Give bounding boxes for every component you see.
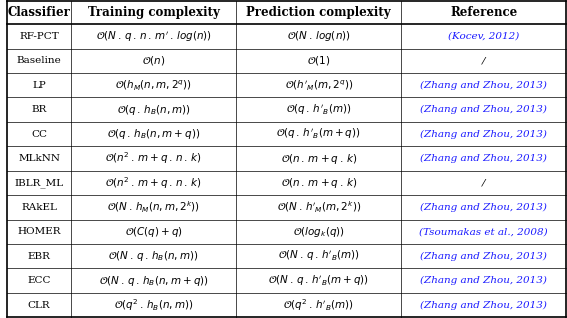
Text: $\mathcal{O}(q\, .\, h'_B(m))$: $\mathcal{O}(q\, .\, h'_B(m))$ [286, 102, 352, 117]
Text: ECC: ECC [27, 276, 51, 285]
Text: $\mathcal{O}(N\, .\, q\, .\, h_B(n,m))$: $\mathcal{O}(N\, .\, q\, .\, h_B(n,m))$ [108, 249, 199, 263]
Text: (Zhang and Zhou, 2013): (Zhang and Zhou, 2013) [420, 203, 547, 212]
Text: RF-PCT: RF-PCT [19, 32, 59, 41]
Text: $\mathcal{O}(1)$: $\mathcal{O}(1)$ [307, 54, 331, 67]
Text: (Zhang and Zhou, 2013): (Zhang and Zhou, 2013) [420, 129, 547, 139]
Text: $\mathcal{O}(n)$: $\mathcal{O}(n)$ [142, 54, 166, 67]
Text: (Zhang and Zhou, 2013): (Zhang and Zhou, 2013) [420, 301, 547, 310]
Text: HOMER: HOMER [17, 227, 61, 236]
Text: EBR: EBR [28, 252, 50, 261]
Text: (Tsoumakas et al., 2008): (Tsoumakas et al., 2008) [420, 227, 548, 236]
Text: /: / [482, 56, 485, 65]
Text: $\mathcal{O}(N\, .\, h_M(n,m,2^k))$: $\mathcal{O}(N\, .\, h_M(n,m,2^k))$ [107, 200, 200, 215]
Text: BR: BR [31, 105, 46, 114]
Text: $\mathcal{O}(q\, .\, h_B(n,m))$: $\mathcal{O}(q\, .\, h_B(n,m))$ [117, 103, 191, 117]
Text: IBLR_ML: IBLR_ML [15, 178, 64, 188]
Text: $\mathcal{O}(N\, .\, q\, .\, h'_B(m))$: $\mathcal{O}(N\, .\, q\, .\, h'_B(m))$ [278, 249, 359, 263]
Text: (Zhang and Zhou, 2013): (Zhang and Zhou, 2013) [420, 154, 547, 163]
Text: (Zhang and Zhou, 2013): (Zhang and Zhou, 2013) [420, 276, 547, 285]
Text: $\mathcal{O}(n\, .\, m + q\, .\, k)$: $\mathcal{O}(n\, .\, m + q\, .\, k)$ [281, 151, 357, 165]
Text: Baseline: Baseline [16, 56, 61, 65]
Text: (Zhang and Zhou, 2013): (Zhang and Zhou, 2013) [420, 105, 547, 114]
Text: $\mathcal{O}(N\, .\, q\, .\, h_B(n,m+q))$: $\mathcal{O}(N\, .\, q\, .\, h_B(n,m+q))… [99, 274, 209, 288]
Text: $\mathcal{O}(h_M(n,m,2^q))$: $\mathcal{O}(h_M(n,m,2^q))$ [115, 78, 192, 92]
Text: Prediction complexity: Prediction complexity [247, 6, 391, 19]
Text: CC: CC [31, 129, 47, 139]
Text: (Zhang and Zhou, 2013): (Zhang and Zhou, 2013) [420, 81, 547, 90]
Text: $\mathcal{O}(n^2\, .\, m + q\, .\, n\, .\, k)$: $\mathcal{O}(n^2\, .\, m + q\, .\, n\, .… [105, 151, 202, 166]
Text: $\mathcal{O}(N\, .\, q\, .\, n\, .\, m'\, .\, log(n))$: $\mathcal{O}(N\, .\, q\, .\, n\, .\, m'\… [96, 29, 211, 44]
Text: (Zhang and Zhou, 2013): (Zhang and Zhou, 2013) [420, 252, 547, 261]
Text: $\mathcal{O}(log_k(q))$: $\mathcal{O}(log_k(q))$ [293, 225, 345, 239]
Text: Classifier: Classifier [7, 6, 70, 19]
Text: $\mathcal{O}(n\, .\, m + q\, .\, k)$: $\mathcal{O}(n\, .\, m + q\, .\, k)$ [281, 176, 357, 190]
Text: $\mathcal{O}(q\, .\, h_B(n,m+q))$: $\mathcal{O}(q\, .\, h_B(n,m+q))$ [107, 127, 200, 141]
Text: MLkNN: MLkNN [18, 154, 60, 163]
Text: $\mathcal{O}(q^2\, .\, h_B(n,m))$: $\mathcal{O}(q^2\, .\, h_B(n,m))$ [114, 297, 193, 313]
Text: $\mathcal{O}(C(q) + q)$: $\mathcal{O}(C(q) + q)$ [125, 225, 183, 239]
Text: $\mathcal{O}(h'_M(m,2^q))$: $\mathcal{O}(h'_M(m,2^q))$ [285, 78, 353, 92]
Text: (Kocev, 2012): (Kocev, 2012) [448, 32, 519, 41]
Text: Reference: Reference [450, 6, 518, 19]
Text: $\mathcal{O}(N\, .\, log(n))$: $\mathcal{O}(N\, .\, log(n))$ [287, 29, 350, 43]
Text: LP: LP [32, 81, 46, 90]
Text: $\mathcal{O}(n^2\, .\, m + q\, .\, n\, .\, k)$: $\mathcal{O}(n^2\, .\, m + q\, .\, n\, .… [105, 175, 202, 191]
Text: $\mathcal{O}(q\, .\, h'_B(m+q))$: $\mathcal{O}(q\, .\, h'_B(m+q))$ [277, 127, 361, 141]
Text: RAkEL: RAkEL [21, 203, 57, 212]
Text: Training complexity: Training complexity [88, 6, 219, 19]
Text: CLR: CLR [28, 301, 50, 310]
Text: $\mathcal{O}(N\, .\, q\, .\, h'_B(m+q))$: $\mathcal{O}(N\, .\, q\, .\, h'_B(m+q))$ [268, 273, 369, 288]
Text: $\mathcal{O}(q^2\, .\, h'_B(m))$: $\mathcal{O}(q^2\, .\, h'_B(m))$ [284, 297, 354, 313]
Text: /: / [482, 178, 485, 187]
Text: $\mathcal{O}(N\, .\, h'_M(m,2^k))$: $\mathcal{O}(N\, .\, h'_M(m,2^k))$ [277, 200, 361, 215]
